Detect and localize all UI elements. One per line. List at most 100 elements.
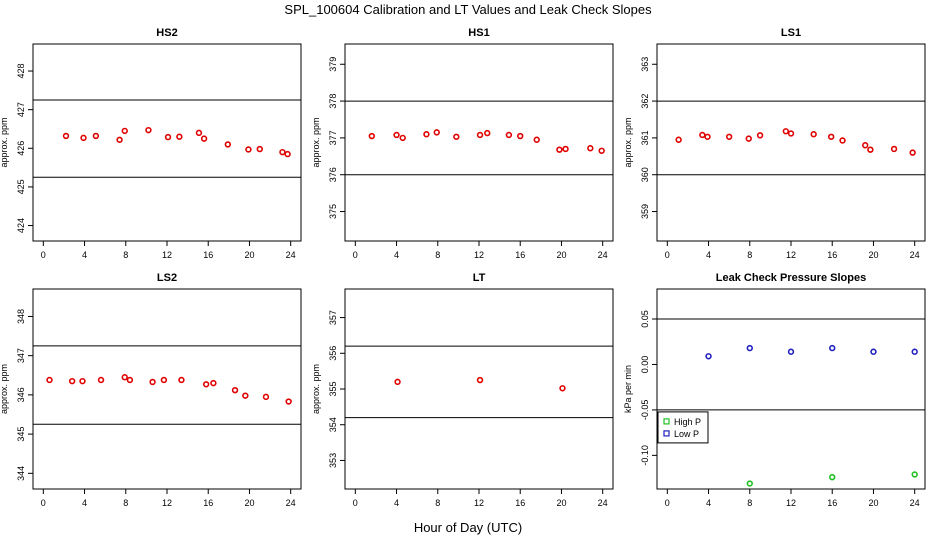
- x-tick-label: 0: [353, 498, 358, 508]
- data-point: [598, 147, 605, 154]
- data-point: [285, 398, 292, 405]
- x-tick-label: 8: [435, 250, 440, 260]
- data-point: [46, 376, 53, 384]
- legend-label: Low P: [674, 429, 699, 439]
- x-tick-label: 0: [665, 498, 670, 508]
- data-point: [699, 131, 706, 139]
- data-point: [725, 133, 733, 140]
- x-tick-label: 24: [286, 498, 296, 508]
- y-tick-label: 356: [328, 346, 338, 361]
- data-point: [505, 131, 513, 139]
- y-tick-label: 379: [328, 57, 338, 72]
- data-point: [394, 378, 401, 386]
- y-tick-label: -0.10: [640, 445, 650, 466]
- x-tick-label: 4: [82, 498, 87, 508]
- panel-title: LS1: [781, 27, 801, 39]
- x-tick-label: 24: [598, 498, 608, 508]
- data-point: [829, 473, 836, 481]
- data-point: [279, 148, 286, 156]
- data-point: [675, 136, 682, 143]
- data-point: [433, 129, 440, 136]
- x-tick-label: 0: [665, 250, 670, 260]
- y-tick-label: 363: [640, 57, 650, 72]
- y-axis-label: kPa per min: [623, 365, 633, 413]
- x-tick-label: 16: [827, 250, 837, 260]
- panel-title: HS2: [156, 27, 177, 39]
- data-point: [827, 133, 835, 140]
- y-tick-label: 353: [328, 453, 338, 468]
- data-point: [79, 377, 86, 385]
- y-tick-label: 361: [640, 130, 650, 145]
- x-tick-label: 8: [747, 498, 752, 508]
- legend-label: High P: [674, 417, 701, 427]
- x-tick-label: 24: [910, 498, 920, 508]
- y-tick-label: 0.00: [640, 356, 650, 374]
- x-tick-label: 20: [868, 250, 878, 260]
- figure-xlabel: Hour of Day (UTC): [414, 520, 522, 535]
- data-point: [399, 134, 406, 142]
- x-tick-label: 20: [244, 498, 254, 508]
- y-tick-label: 427: [16, 102, 26, 117]
- data-point: [423, 131, 430, 138]
- data-point: [242, 392, 249, 399]
- y-tick-label: -0.05: [640, 400, 650, 421]
- panel-2: LS1 approx. ppm 0 4 8 12 16 20 24 359 360 361 362 363: [623, 27, 926, 260]
- x-tick-label: 0: [41, 498, 46, 508]
- panel-title: LS2: [157, 272, 177, 284]
- data-point: [562, 145, 569, 153]
- y-tick-label: 359: [640, 204, 650, 219]
- x-tick-label: 4: [706, 250, 711, 260]
- x-tick-label: 8: [123, 498, 128, 508]
- y-tick-label: 345: [16, 427, 26, 442]
- data-point: [556, 146, 563, 153]
- data-point: [870, 348, 877, 355]
- data-point: [126, 376, 134, 384]
- y-axis-label: approx. ppm: [0, 117, 9, 167]
- data-point: [97, 376, 105, 384]
- data-point: [746, 344, 753, 352]
- data-point: [909, 149, 916, 156]
- y-tick-label: 344: [16, 466, 26, 481]
- x-tick-label: 4: [394, 498, 399, 508]
- x-tick-label: 8: [747, 250, 752, 260]
- panel-title: Leak Check Pressure Slopes: [716, 272, 866, 284]
- data-point: [911, 348, 918, 355]
- data-point: [121, 127, 128, 135]
- data-point: [746, 480, 753, 487]
- data-point: [867, 146, 874, 153]
- x-tick-label: 4: [394, 250, 399, 260]
- x-tick-label: 16: [515, 498, 525, 508]
- x-tick-label: 20: [556, 498, 566, 508]
- data-point: [210, 379, 217, 387]
- y-tick-label: 360: [640, 167, 650, 182]
- x-tick-label: 24: [286, 250, 296, 260]
- x-tick-label: 24: [910, 250, 920, 260]
- data-point: [810, 131, 817, 138]
- data-point: [256, 145, 263, 153]
- y-tick-label: 377: [328, 130, 338, 145]
- x-tick-label: 16: [203, 498, 213, 508]
- y-tick-label: 426: [16, 141, 26, 156]
- data-point: [704, 133, 711, 140]
- data-point: [284, 150, 291, 158]
- data-point: [587, 145, 594, 152]
- panel-title: HS1: [468, 27, 489, 39]
- y-tick-label: 354: [328, 417, 338, 432]
- x-tick-label: 20: [556, 250, 566, 260]
- y-tick-label: 375: [328, 204, 338, 219]
- legend-box: [657, 411, 709, 444]
- x-tick-label: 8: [435, 498, 440, 508]
- y-tick-label: 428: [16, 64, 26, 79]
- data-point: [782, 128, 790, 135]
- y-tick-label: 362: [640, 94, 650, 109]
- y-axis-label: approx. ppm: [311, 364, 321, 414]
- x-tick-label: 12: [162, 250, 172, 260]
- y-tick-label: 357: [328, 310, 338, 325]
- data-point: [145, 126, 152, 134]
- data-point: [756, 132, 764, 139]
- x-tick-label: 20: [868, 498, 878, 508]
- data-point: [200, 135, 208, 142]
- data-point: [393, 131, 400, 139]
- data-point: [517, 132, 524, 140]
